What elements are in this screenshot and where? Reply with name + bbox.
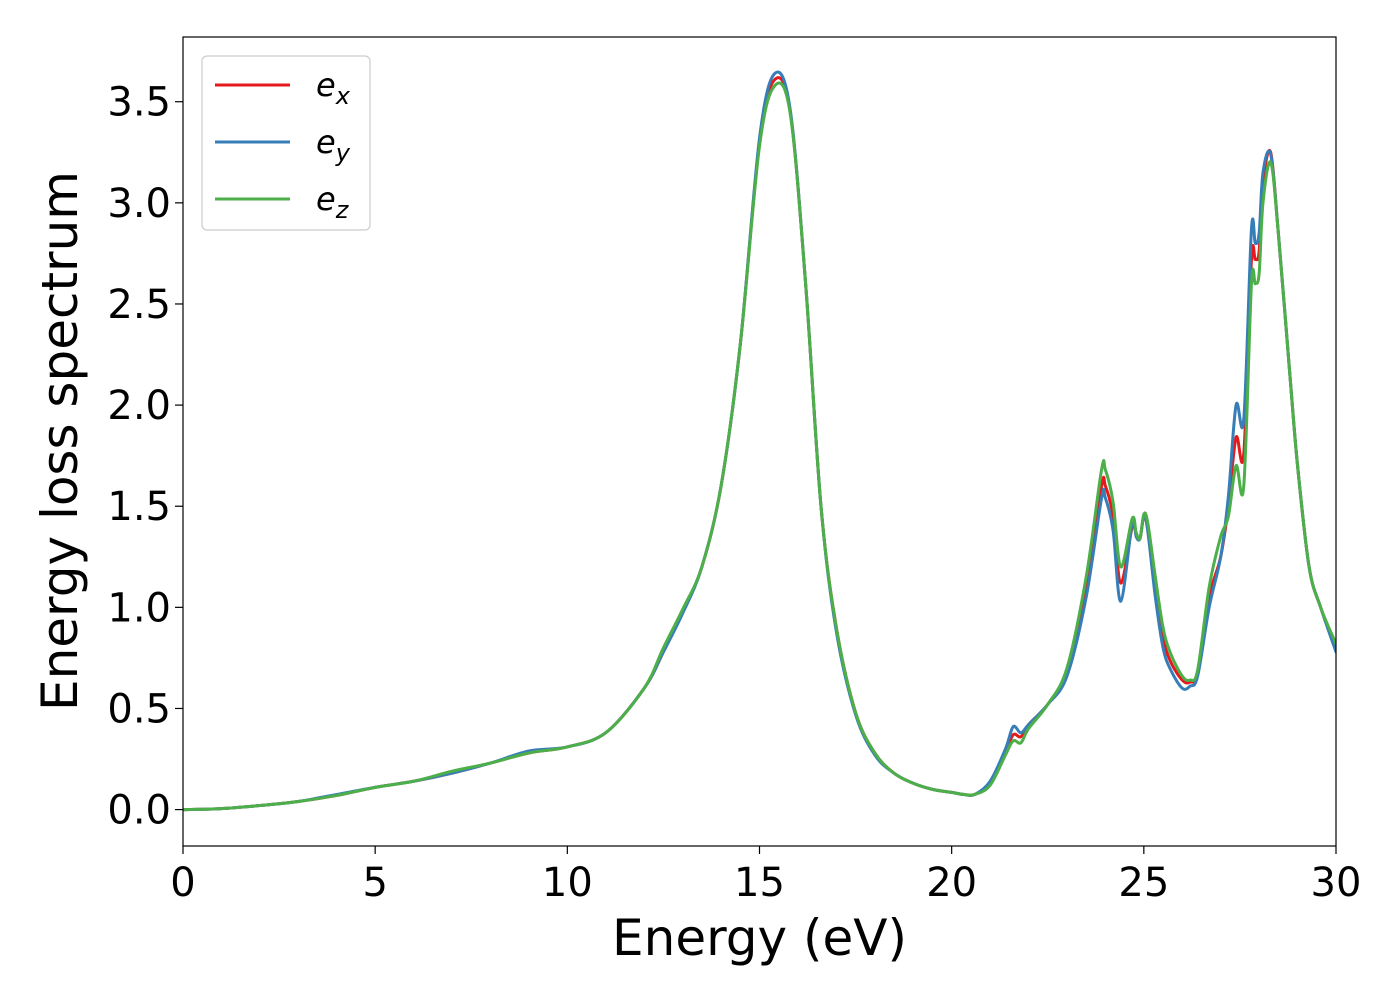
y-axis-ticks: 0.0 0.5 1.0 1.5 2.0 2.5 3.0 3.5 (107, 80, 183, 834)
x-tick-label: 15 (734, 860, 785, 906)
y-tick-label: 0.5 (107, 686, 171, 732)
y-tick-label: 3.5 (107, 80, 171, 126)
x-tick-label: 20 (926, 860, 977, 906)
legend-label: ex (316, 66, 351, 110)
x-tick-label: 30 (1311, 860, 1362, 906)
series-layer (183, 70, 1336, 812)
x-tick-label: 10 (542, 860, 593, 906)
legend-label-subscript: y (335, 139, 351, 167)
y-tick-label: 0.0 (107, 788, 171, 834)
legend-label: ez (316, 180, 350, 224)
y-tick-label: 2.5 (107, 282, 171, 328)
plot-background (183, 37, 1336, 846)
x-axis-title: Energy (eV) (612, 909, 907, 967)
legend-label-base: e (316, 180, 336, 218)
legend-label-base: e (316, 123, 336, 161)
legend-label-base: e (316, 66, 336, 104)
y-tick-label: 1.0 (107, 585, 171, 631)
legend-label: ey (316, 123, 351, 167)
legend-label-subscript: z (335, 196, 350, 224)
y-tick-label: 1.5 (107, 484, 171, 530)
y-axis-title: Energy loss spectrum (31, 171, 89, 711)
x-tick-label: 5 (362, 860, 387, 906)
y-tick-label: 3.0 (107, 181, 171, 227)
x-tick-label: 25 (1118, 860, 1169, 906)
x-tick-label: 0 (170, 860, 195, 906)
y-tick-label: 2.0 (107, 383, 171, 429)
legend-label-subscript: x (335, 82, 351, 110)
x-axis-ticks: 0 5 10 15 20 25 30 (170, 846, 1361, 906)
series-line-z (183, 81, 1336, 812)
